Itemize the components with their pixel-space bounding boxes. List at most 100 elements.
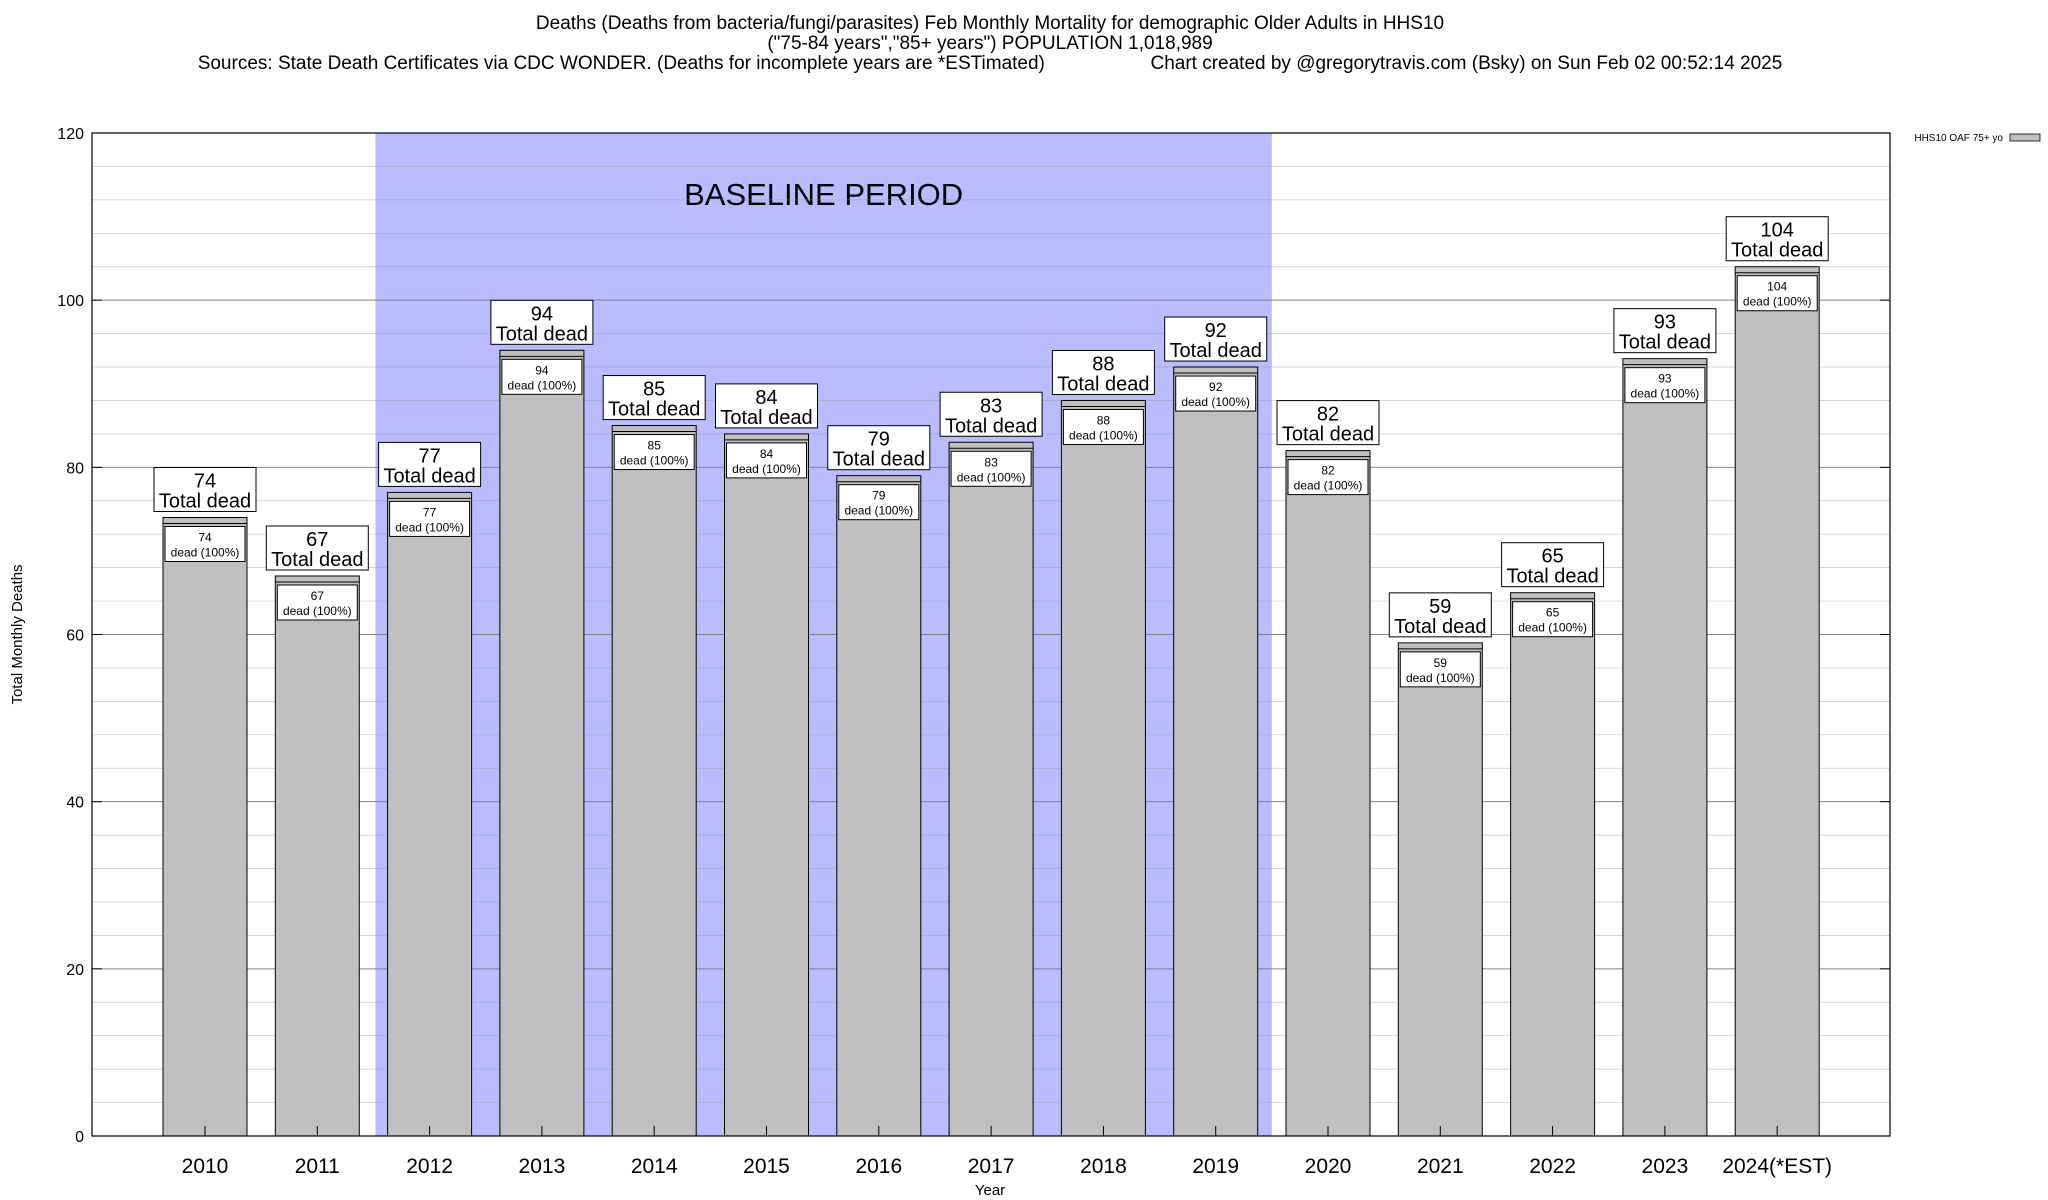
bar-total-value: 84 [755, 387, 777, 409]
bar-total-label-box [265, 525, 369, 571]
bar-2021 [1397, 642, 1483, 1137]
bar-total-label: Total dead [496, 323, 588, 345]
bar-inner-label-box [1736, 275, 1818, 312]
bar-inner-value: 85 [648, 439, 662, 453]
bar-inner-value: 67 [311, 589, 325, 603]
bar-inner-label-box [613, 434, 695, 471]
chart-header: Deaths (Deaths from bacteria/fungi/paras… [0, 14, 1980, 74]
chart-sources-line: Sources: State Death Certificates via CD… [0, 54, 1980, 74]
sources-text: Sources: State Death Certificates via CD… [197, 53, 1045, 74]
bar-inner-value: 104 [1767, 280, 1787, 294]
bar-inner-label: dead (100%) [1631, 387, 1700, 401]
x-tick-label: 2020 [1305, 1155, 1352, 1178]
bar-2024(*EST) [1734, 266, 1820, 1137]
bar-total-value: 104 [1761, 220, 1794, 242]
bar-2010 [162, 516, 248, 1137]
bar-inner-value: 93 [1658, 372, 1672, 386]
bar-2019 [1173, 366, 1259, 1137]
bar-inner-label-box [276, 584, 358, 621]
bar-2016 [836, 475, 922, 1137]
bar-total-label: Total dead [833, 449, 925, 471]
bar-total-value: 92 [1205, 320, 1227, 342]
y-tick-label: 120 [57, 126, 84, 143]
bar-inner-label-box [950, 450, 1032, 487]
bar-total-label: Total dead [1394, 616, 1486, 638]
bar-total-label-box [378, 441, 482, 487]
bar-total-value: 65 [1541, 546, 1563, 568]
bar-inner-label: dead (100%) [1294, 479, 1363, 493]
bar-total-label-box [1388, 592, 1492, 638]
bar-total-label-box [939, 391, 1043, 437]
bar-inner-value: 84 [760, 447, 774, 461]
bar-total-label: Total dead [1731, 240, 1823, 262]
bar-total-label: Total dead [1506, 566, 1598, 588]
bar-total-label-box [153, 466, 257, 512]
x-tick-label: 2015 [743, 1155, 790, 1178]
bar-inner-label: dead (100%) [1743, 295, 1812, 309]
bar-inner-label-box [1287, 459, 1369, 496]
bar-2018 [1060, 399, 1146, 1137]
bar-total-label: Total dead [159, 490, 251, 512]
bar-total-label-box [1725, 216, 1829, 262]
bar-inner-value: 77 [423, 505, 437, 519]
y-tick-label: 80 [66, 460, 84, 477]
x-axis-label: Year [975, 1182, 1005, 1199]
bar-total-value: 94 [531, 303, 553, 325]
bar-total-value: 79 [868, 429, 890, 451]
y-tick-label: 0 [75, 1129, 84, 1146]
bar-total-label-box [827, 425, 931, 471]
x-tick-label: 2023 [1642, 1155, 1689, 1178]
x-tick-label: 2013 [519, 1155, 566, 1178]
bar-inner-value: 74 [198, 530, 212, 544]
bar-total-label: Total dead [1619, 332, 1711, 354]
bar-2022 [1510, 592, 1596, 1137]
bar-inner-label: dead (100%) [283, 604, 352, 618]
y-tick-label: 40 [66, 795, 84, 812]
bar-total-value: 82 [1317, 404, 1339, 426]
x-tick-label: 2011 [295, 1155, 340, 1178]
y-axis-label: Total Monthly Deaths [9, 564, 26, 704]
bar-total-value: 88 [1092, 353, 1114, 375]
bar-total-value: 77 [418, 445, 440, 467]
credit-text: Chart created by @gregorytravis.com (Bsk… [1150, 53, 1783, 74]
bar-total-label-box [1501, 542, 1605, 588]
bar-total-label-box [1613, 308, 1717, 354]
bar-inner-label: dead (100%) [957, 470, 1026, 484]
bar-total-value: 74 [194, 470, 216, 492]
bar-inner-label: dead (100%) [1181, 395, 1250, 409]
bar-inner-label-box [164, 525, 246, 562]
x-tick-label: 2019 [1192, 1155, 1239, 1178]
bar-total-label: Total dead [1282, 424, 1374, 446]
x-tick-label: 2021 [1417, 1155, 1464, 1178]
x-tick-label: 2017 [968, 1155, 1015, 1178]
bar-inner-value: 92 [1209, 380, 1223, 394]
bar-inner-label-box [1512, 601, 1594, 638]
bar-total-label-box [1164, 316, 1268, 362]
bar-inner-value: 94 [535, 363, 549, 377]
bar-inner-value: 59 [1434, 656, 1448, 670]
bar-inner-label-box [1624, 367, 1706, 404]
bar-2011 [274, 575, 360, 1137]
bar-2023 [1622, 358, 1708, 1137]
chart-subtitle: ("75-84 years","85+ years") POPULATION 1… [767, 33, 1213, 54]
bar-inner-label: dead (100%) [1069, 428, 1138, 442]
x-tick-label: 2012 [406, 1155, 453, 1178]
y-tick-label: 20 [66, 962, 84, 979]
x-tick-label: 2022 [1529, 1155, 1576, 1178]
chart-title: Deaths (Deaths from bacteria/fungi/paras… [535, 13, 1445, 34]
bar-total-value: 67 [306, 529, 328, 551]
bar-inner-value: 65 [1546, 606, 1560, 620]
x-tick-label: 2018 [1080, 1155, 1127, 1178]
bar-inner-label-box [726, 442, 807, 479]
x-tick-label: 2010 [182, 1155, 229, 1178]
bar-inner-value: 83 [984, 455, 998, 469]
bar-2013 [499, 349, 585, 1137]
bar-total-value: 93 [1654, 312, 1676, 334]
bar-2015 [724, 433, 809, 1137]
bar-inner-label-box [1175, 375, 1257, 412]
bar-inner-value: 82 [1321, 464, 1335, 478]
bar-total-label: Total dead [720, 407, 812, 429]
bar-total-label-box [1051, 349, 1155, 395]
bar-total-label: Total dead [383, 465, 475, 487]
